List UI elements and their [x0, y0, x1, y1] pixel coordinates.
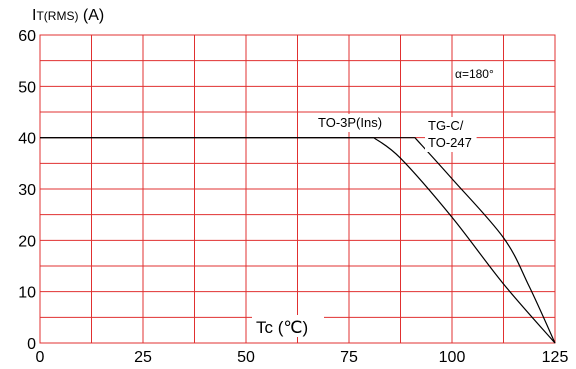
chart-grid: [39, 34, 556, 344]
y-tick-label: 0: [27, 336, 36, 353]
x-tick-label: 50: [237, 349, 255, 366]
x-tick-label: 0: [36, 349, 45, 366]
series-label-background: [425, 117, 477, 152]
conduction-angle-annotation: α=180°: [455, 67, 494, 81]
series-line-2: [40, 137, 556, 344]
series-line-1: [40, 137, 556, 344]
x-axis-label-background: [252, 315, 324, 337]
series-label-2: TO-247: [428, 135, 472, 150]
plot-border: [39, 34, 556, 344]
x-tick-label: 25: [134, 349, 152, 366]
series-label-2: TG-C/: [428, 118, 464, 133]
y-axis-label: IT(RMS) (A): [32, 7, 104, 24]
chart-series: [40, 137, 556, 344]
y-tick-label: 30: [18, 182, 36, 199]
x-tick-label: 75: [340, 349, 358, 366]
x-tick-label: 100: [439, 349, 466, 366]
y-tick-label: 40: [18, 131, 36, 148]
y-tick-label: 60: [18, 28, 36, 45]
series-labels: TO-3P(Ins) TG-C/TO-247: [315, 114, 477, 152]
y-axis-tick-labels: 0 10 20 30 40 50 60: [18, 28, 36, 353]
series-label-background: [315, 114, 397, 132]
x-axis-tick-labels: 0 25 50 75 100 125: [36, 349, 569, 366]
x-axis-label: Tc (℃): [256, 318, 308, 337]
y-tick-label: 50: [18, 79, 36, 96]
x-tick-label: 125: [542, 349, 569, 366]
series-label-1: TO-3P(Ins): [318, 115, 382, 130]
y-tick-label: 20: [18, 233, 36, 250]
y-tick-label: 10: [18, 285, 36, 302]
